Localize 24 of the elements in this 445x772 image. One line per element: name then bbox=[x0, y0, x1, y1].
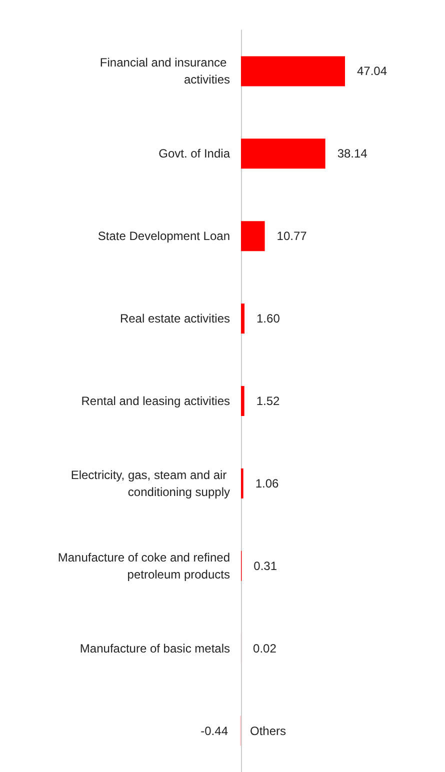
data-label: 0.31 bbox=[254, 558, 278, 573]
bar bbox=[240, 468, 244, 498]
bar bbox=[240, 56, 345, 86]
y-tick-label: Manufacture of coke and refined petroleum products bbox=[58, 550, 230, 582]
data-label: 1.06 bbox=[255, 476, 279, 490]
data-label: -0.44 bbox=[200, 724, 228, 738]
y-tick-label: Financial and insurance activities bbox=[100, 56, 230, 87]
data-label: 38.14 bbox=[337, 146, 368, 161]
data-label: 1.52 bbox=[256, 394, 280, 408]
data-label: 1.60 bbox=[256, 312, 280, 326]
data-label: 0.02 bbox=[253, 641, 277, 656]
bar bbox=[240, 386, 244, 416]
y-tick-label: Manufacture of basic metals bbox=[80, 641, 230, 656]
bar bbox=[240, 221, 265, 252]
y-tick-label: State Development Loan bbox=[98, 229, 230, 244]
y-tick-label: Real estate activities bbox=[120, 312, 230, 326]
y-tick-label: Govt. of India bbox=[158, 146, 230, 161]
y-tick-label: Others bbox=[250, 724, 286, 738]
y-tick-label: Electricity, gas, steam and air conditioning supply bbox=[70, 468, 230, 499]
bar bbox=[240, 138, 326, 169]
y-tick-label: Rental and leasing activities bbox=[81, 394, 230, 408]
data-label: 47.04 bbox=[357, 64, 388, 78]
data-label: 10.77 bbox=[276, 229, 308, 244]
bar bbox=[240, 304, 245, 334]
